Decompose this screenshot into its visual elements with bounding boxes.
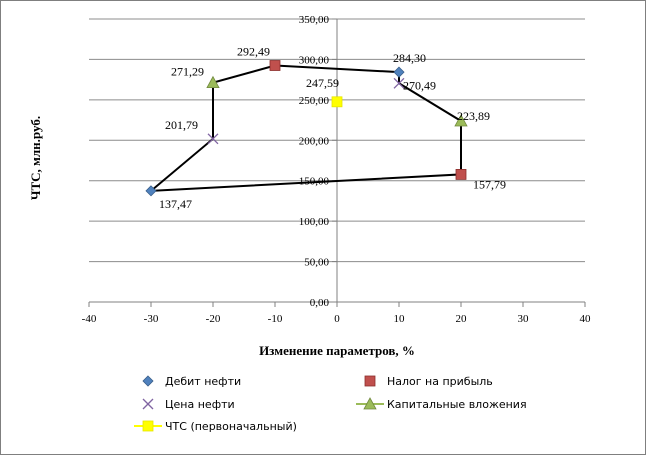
legend-label: Налог на прибыль (387, 375, 493, 388)
x-tick-label: -30 (144, 313, 159, 325)
y-tick-label: 250,00 (299, 95, 330, 107)
legend-label: ЧТС (первоначальный) (165, 420, 297, 433)
data-label: 137,47 (159, 197, 192, 211)
legend-marker (364, 375, 376, 387)
data-label: 201,79 (165, 118, 198, 132)
legend-item: Налог на прибыль (364, 375, 493, 388)
legend-item: Цена нефти (142, 398, 235, 411)
legend: Дебит нефти Налог на прибыль Цена нефти Кап… (134, 375, 527, 433)
legend-marker (142, 398, 154, 410)
legend-marker (142, 375, 154, 387)
data-point (331, 96, 343, 108)
data-point (393, 66, 405, 78)
data-point (207, 133, 219, 145)
data-point (454, 114, 468, 127)
legend-marker (363, 397, 377, 410)
y-tick-label: 350,00 (299, 14, 330, 26)
data-label: 270,49 (403, 78, 436, 92)
y-tick-label: 0,00 (310, 297, 330, 309)
legend-item: Дебит нефти (142, 375, 241, 388)
data-label: 284,30 (393, 51, 426, 65)
x-tick-label: 0 (334, 313, 340, 325)
data-label: 223,89 (457, 109, 490, 123)
y-tick-label: 100,00 (299, 216, 330, 228)
data-label: 247,59 (306, 76, 339, 90)
legend-label: Капитальные вложения (387, 398, 527, 411)
data-label: 292,49 (237, 45, 270, 59)
data-point-stroke-b (207, 133, 219, 145)
markers (145, 60, 468, 197)
data-point (393, 77, 405, 89)
data-point (455, 169, 467, 180)
legend-label: Цена нефти (165, 398, 235, 411)
x-tick-label: 10 (394, 313, 406, 325)
legend-marker (142, 420, 154, 432)
data-labels: 137,47 284,30 292,49 157,79 201,79 270,49 271,… (159, 45, 506, 211)
data-label: 271,29 (171, 65, 204, 79)
axes: -40 -30 -20 -10 0 10 20 30 400,0050,00100,00150,… (82, 14, 591, 325)
legend-marker-stroke-b (142, 398, 154, 410)
data-point-stroke-b (393, 77, 405, 89)
data-label: 157,79 (473, 177, 506, 191)
legend-label: Дебит нефти (165, 375, 241, 388)
data-point (206, 75, 220, 89)
y-tick-label: 50,00 (304, 257, 329, 269)
legend-item: Капитальные вложения (356, 397, 527, 411)
x-tick-label: -40 (82, 313, 97, 325)
y-axis-title: ЧТС, млн.руб. (28, 116, 43, 200)
y-tick-label: 200,00 (299, 135, 330, 147)
x-axis-title: Изменение параметров, % (259, 343, 415, 358)
x-tick-label: 20 (456, 313, 468, 325)
x-tick-label: -10 (268, 313, 283, 325)
legend-item: ЧТС (первоначальный) (134, 420, 297, 433)
x-tick-label: -20 (206, 313, 221, 325)
x-tick-label: 40 (580, 313, 592, 325)
data-point (269, 60, 281, 71)
data-point (145, 185, 157, 197)
x-tick-label: 30 (518, 313, 530, 325)
y-tick-label: 300,00 (299, 54, 330, 66)
